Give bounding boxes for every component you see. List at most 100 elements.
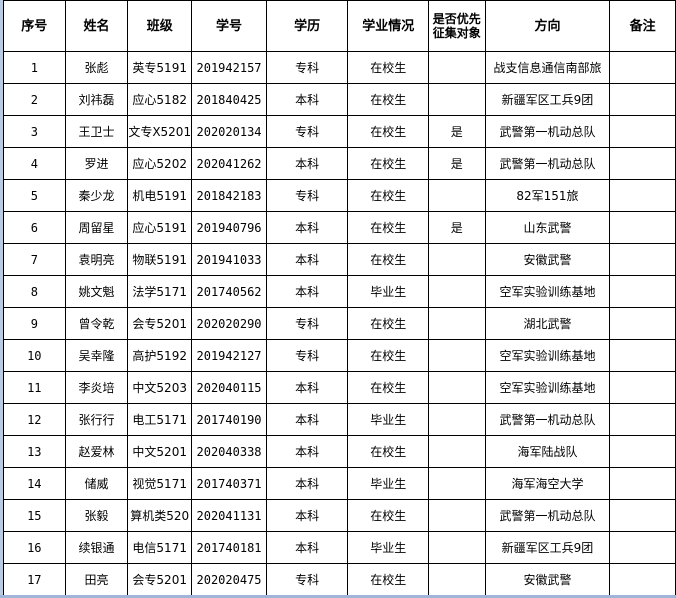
cell-student-id[interactable]: 201941033 — [191, 243, 267, 276]
cell-education[interactable]: 本科 — [265, 531, 349, 564]
cell-remarks[interactable] — [609, 275, 676, 308]
cell-education[interactable]: 专科 — [265, 115, 349, 148]
header-direction[interactable]: 方向 — [484, 0, 611, 52]
cell-class[interactable]: 应心5182 — [127, 83, 193, 116]
cell-remarks[interactable] — [609, 243, 676, 276]
cell-student-id[interactable]: 202020475 — [191, 563, 267, 596]
cell-class[interactable]: 高护5192 — [127, 339, 193, 372]
cell-direction[interactable]: 武警第一机动总队 — [484, 403, 611, 436]
header-class[interactable]: 班级 — [127, 0, 193, 52]
cell-seq[interactable]: 1 — [3, 51, 66, 84]
cell-seq[interactable]: 13 — [3, 435, 66, 468]
cell-name[interactable]: 刘祎磊 — [64, 83, 129, 116]
cell-study-status[interactable]: 在校生 — [347, 435, 430, 468]
cell-class[interactable]: 机电5191 — [127, 179, 193, 212]
cell-class[interactable]: 英专5191 — [127, 51, 193, 84]
cell-class[interactable]: 文专X5201 — [127, 115, 193, 148]
cell-priority[interactable] — [428, 243, 486, 276]
cell-name[interactable]: 张彪 — [64, 51, 129, 84]
cell-direction[interactable]: 武警第一机动总队 — [484, 115, 611, 148]
cell-remarks[interactable] — [609, 371, 676, 404]
cell-student-id[interactable]: 202040338 — [191, 435, 267, 468]
cell-study-status[interactable]: 在校生 — [347, 51, 430, 84]
cell-remarks[interactable] — [609, 83, 676, 116]
cell-remarks[interactable] — [609, 563, 676, 596]
cell-student-id[interactable]: 202041262 — [191, 147, 267, 180]
cell-education[interactable]: 本科 — [265, 467, 349, 500]
cell-name[interactable]: 罗进 — [64, 147, 129, 180]
cell-direction[interactable]: 武警第一机动总队 — [484, 499, 611, 532]
cell-remarks[interactable] — [609, 115, 676, 148]
cell-seq[interactable]: 17 — [3, 563, 66, 596]
cell-priority[interactable]: 是 — [428, 147, 486, 180]
cell-priority[interactable] — [428, 275, 486, 308]
cell-seq[interactable]: 8 — [3, 275, 66, 308]
cell-name[interactable]: 张毅 — [64, 499, 129, 532]
cell-name[interactable]: 吴幸隆 — [64, 339, 129, 372]
cell-study-status[interactable]: 毕业生 — [347, 403, 430, 436]
header-priority[interactable]: 是否优先征集对象 — [428, 0, 486, 52]
cell-remarks[interactable] — [609, 307, 676, 340]
cell-name[interactable]: 秦少龙 — [64, 179, 129, 212]
cell-class[interactable]: 会专5201 — [127, 307, 193, 340]
cell-education[interactable]: 专科 — [265, 179, 349, 212]
cell-seq[interactable]: 11 — [3, 371, 66, 404]
cell-remarks[interactable] — [609, 467, 676, 500]
cell-priority[interactable] — [428, 179, 486, 212]
cell-remarks[interactable] — [609, 403, 676, 436]
cell-name[interactable]: 袁明亮 — [64, 243, 129, 276]
cell-student-id[interactable]: 201942157 — [191, 51, 267, 84]
cell-student-id[interactable]: 201740562 — [191, 275, 267, 308]
cell-class[interactable]: 中文5203 — [127, 371, 193, 404]
cell-seq[interactable]: 15 — [3, 499, 66, 532]
cell-priority[interactable] — [428, 339, 486, 372]
cell-student-id[interactable]: 201840425 — [191, 83, 267, 116]
cell-name[interactable]: 李炎培 — [64, 371, 129, 404]
cell-study-status[interactable]: 在校生 — [347, 243, 430, 276]
cell-class[interactable]: 应心5202 — [127, 147, 193, 180]
cell-direction[interactable]: 山东武警 — [484, 211, 611, 244]
cell-direction[interactable]: 空军实验训练基地 — [484, 371, 611, 404]
cell-direction[interactable]: 安徽武警 — [484, 243, 611, 276]
cell-seq[interactable]: 12 — [3, 403, 66, 436]
header-name[interactable]: 姓名 — [64, 0, 129, 52]
cell-seq[interactable]: 10 — [3, 339, 66, 372]
cell-remarks[interactable] — [609, 179, 676, 212]
header-seq[interactable]: 序号 — [3, 0, 66, 52]
cell-student-id[interactable]: 202040115 — [191, 371, 267, 404]
cell-priority[interactable] — [428, 51, 486, 84]
cell-class[interactable]: 应心5191 — [127, 211, 193, 244]
cell-seq[interactable]: 6 — [3, 211, 66, 244]
cell-direction[interactable]: 海军海空大学 — [484, 467, 611, 500]
cell-name[interactable]: 储威 — [64, 467, 129, 500]
cell-student-id[interactable]: 202020290 — [191, 307, 267, 340]
cell-remarks[interactable] — [609, 499, 676, 532]
header-remarks[interactable]: 备注 — [609, 0, 676, 52]
cell-study-status[interactable]: 在校生 — [347, 371, 430, 404]
cell-priority[interactable] — [428, 467, 486, 500]
cell-name[interactable]: 田亮 — [64, 563, 129, 596]
cell-priority[interactable]: 是 — [428, 115, 486, 148]
cell-study-status[interactable]: 毕业生 — [347, 275, 430, 308]
cell-seq[interactable]: 2 — [3, 83, 66, 116]
cell-name[interactable]: 曾令乾 — [64, 307, 129, 340]
cell-class[interactable]: 视觉5171 — [127, 467, 193, 500]
cell-priority[interactable] — [428, 307, 486, 340]
cell-class[interactable]: 电信5171 — [127, 531, 193, 564]
cell-class[interactable]: 电工5171 — [127, 403, 193, 436]
cell-study-status[interactable]: 在校生 — [347, 339, 430, 372]
cell-student-id[interactable]: 202041131 — [191, 499, 267, 532]
cell-class[interactable]: 算机类520 — [127, 499, 193, 532]
cell-study-status[interactable]: 在校生 — [347, 499, 430, 532]
cell-education[interactable]: 专科 — [265, 307, 349, 340]
cell-education[interactable]: 专科 — [265, 51, 349, 84]
cell-education[interactable]: 专科 — [265, 339, 349, 372]
cell-education[interactable]: 专科 — [265, 563, 349, 596]
cell-remarks[interactable] — [609, 339, 676, 372]
cell-direction[interactable]: 安徽武警 — [484, 563, 611, 596]
cell-direction[interactable]: 空军实验训练基地 — [484, 275, 611, 308]
cell-study-status[interactable]: 在校生 — [347, 179, 430, 212]
cell-education[interactable]: 本科 — [265, 371, 349, 404]
cell-priority[interactable]: 是 — [428, 211, 486, 244]
cell-student-id[interactable]: 201942127 — [191, 339, 267, 372]
